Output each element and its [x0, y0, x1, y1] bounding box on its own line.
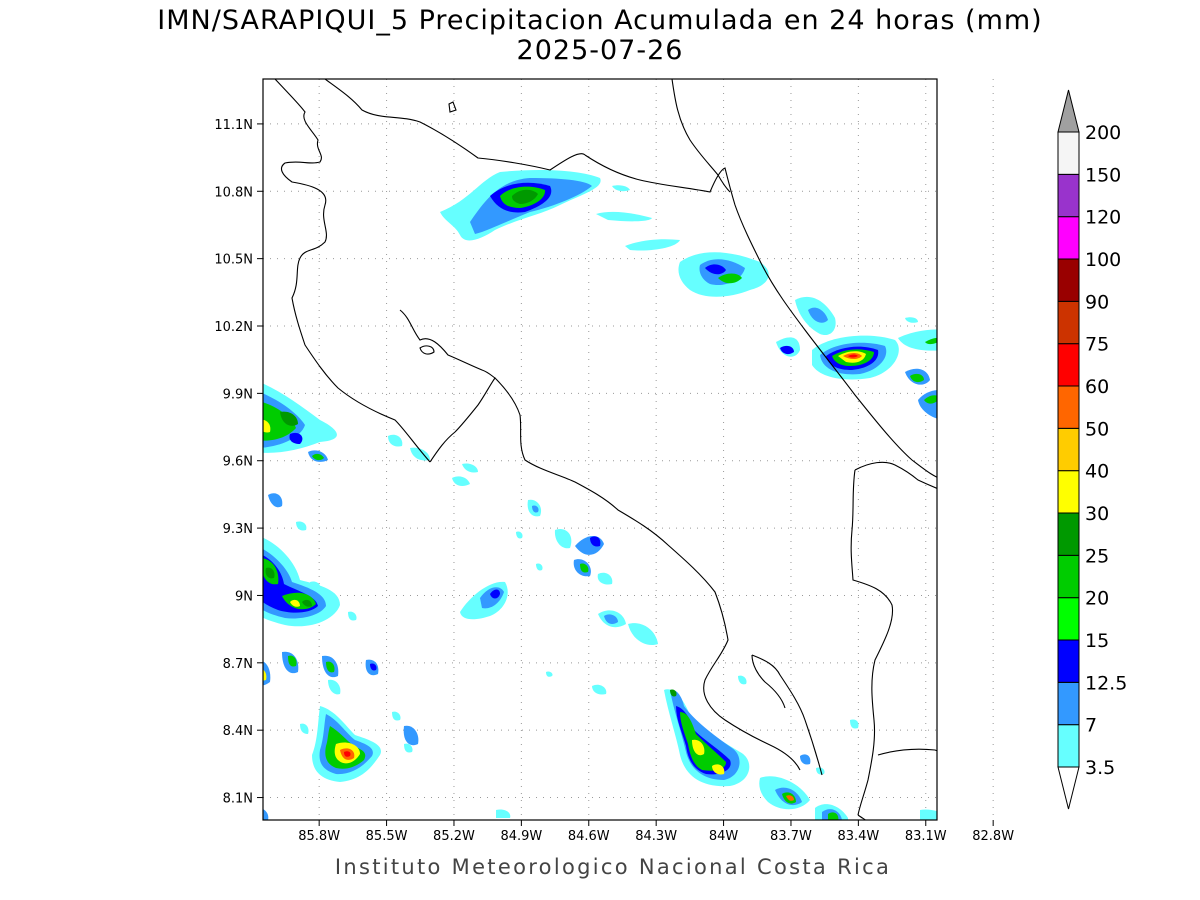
- x-tick-label: 83.4W: [837, 829, 879, 844]
- y-tick-label: 8.1N: [223, 792, 253, 807]
- y-tick-label: 11.1N: [214, 118, 253, 133]
- x-tick-label: 84.3W: [635, 829, 677, 844]
- colorbar-label: 3.5: [1085, 757, 1115, 779]
- colorbar-swatch: [1057, 216, 1080, 260]
- colorbar-label: 15: [1085, 630, 1109, 652]
- colorbar-swatch: [1057, 554, 1080, 599]
- precip-cell-southwest: [263, 651, 419, 782]
- colorbar-label: 90: [1085, 291, 1109, 313]
- colorbar-swatch: [1057, 173, 1080, 218]
- coastline: [274, 79, 937, 820]
- x-tick-label: 83.7W: [770, 829, 812, 844]
- x-tick-label: 84.6W: [568, 829, 610, 844]
- precip-cell-south: [263, 675, 937, 820]
- footer-credit: Instituto Meteorologico Nacional Costa R…: [334, 855, 892, 879]
- x-tick-label: 85.5W: [366, 829, 408, 844]
- y-tick-label: 8.7N: [223, 657, 253, 672]
- colorbar-label: 7: [1085, 715, 1097, 737]
- colorbar-label: 50: [1085, 418, 1109, 440]
- map-date: 2025-07-26: [516, 35, 684, 66]
- colorbar-swatch: [1057, 639, 1080, 683]
- colorbar-label: 12.5: [1085, 672, 1127, 694]
- colorbar-over-triangle: [1057, 89, 1080, 133]
- colorbar-swatch: [1057, 300, 1080, 345]
- y-tick-label: 9.3N: [223, 522, 253, 537]
- colorbar-swatch: [1057, 343, 1080, 387]
- plot-frame: [262, 78, 938, 821]
- x-tick-label: 84W: [709, 829, 739, 844]
- x-tick-label: 82.8W: [972, 829, 1014, 844]
- map-grid: [257, 79, 994, 826]
- colorbar-swatch: [1057, 258, 1080, 302]
- precipitation-field: [263, 170, 937, 820]
- y-tick-label: 8.4N: [223, 724, 253, 739]
- y-tick-label: 9.6N: [223, 455, 253, 470]
- colorbar-label: 40: [1085, 461, 1109, 483]
- precip-cell-north: [440, 170, 680, 251]
- map-title: IMN/SARAPIQUI_5 Precipitacion Acumulada …: [157, 5, 1043, 36]
- colorbar-swatch: [1057, 512, 1080, 556]
- precip-cell-central: [348, 499, 658, 695]
- x-axis-labels: 85.8W 85.5W 85.2W 84.9W 84.6W 84.3W 84W 83.7W 83…: [298, 829, 1014, 844]
- colorbar-swatch: [1057, 724, 1080, 768]
- y-tick-label: 10.8N: [214, 185, 253, 200]
- x-tick-label: 85.8W: [298, 829, 340, 844]
- colorbar-label: 120: [1085, 207, 1121, 229]
- colorbar-label: 150: [1085, 164, 1121, 186]
- colorbar-swatch: [1057, 427, 1080, 472]
- colorbar-label: 25: [1085, 545, 1109, 567]
- colorbar-label: 100: [1085, 249, 1121, 271]
- precip-cell-west-north: [263, 383, 478, 486]
- y-tick-label: 10.2N: [214, 320, 253, 335]
- colorbar-under-triangle: [1057, 766, 1080, 810]
- colorbar-swatch: [1057, 470, 1080, 514]
- colorbar-swatch: [1057, 681, 1080, 726]
- colorbar-swatch: [1057, 131, 1080, 175]
- y-tick-label: 10.5N: [214, 253, 253, 268]
- colorbar-swatch: [1057, 385, 1080, 429]
- precip-cell-caribbean: [678, 252, 937, 419]
- colorbar-label: 75: [1085, 334, 1109, 356]
- y-tick-label: 9.9N: [223, 387, 253, 402]
- colorbar-label: 30: [1085, 503, 1109, 525]
- colorbar-label: 20: [1085, 588, 1109, 610]
- y-axis-labels: 8.1N 8.4N 8.7N 9N 9.3N 9.6N 9.9N 10.2N 10.5N 10.8…: [214, 118, 253, 807]
- precip-cell-west-south: [263, 493, 340, 627]
- x-tick-label: 83.1W: [905, 829, 947, 844]
- y-tick-label: 9N: [235, 589, 253, 604]
- x-tick-label: 84.9W: [500, 829, 542, 844]
- x-tick-label: 85.2W: [433, 829, 475, 844]
- colorbar-label: 200: [1085, 122, 1121, 144]
- colorbar: 3.5 7 12.5 15 20 25 30 40 50 60 75 90 100 120 150 200: [1057, 89, 1127, 810]
- colorbar-swatch: [1057, 597, 1080, 641]
- colorbar-label: 60: [1085, 376, 1109, 398]
